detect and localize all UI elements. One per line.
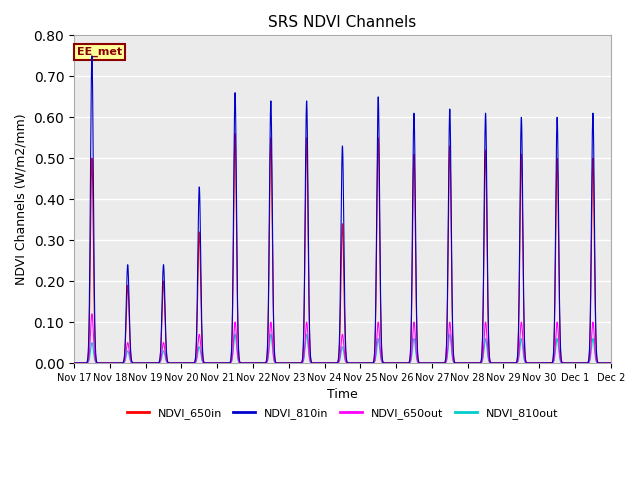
NDVI_810in (70, 360, 78, 366)
Line: NDVI_810out: NDVI_810out (74, 335, 611, 363)
NDVI_810out (70, 360, 78, 366)
Line: NDVI_650out: NDVI_650out (74, 314, 611, 363)
NDVI_650out (185, 360, 193, 366)
NDVI_650in (605, 360, 613, 366)
NDVI_650out (271, 360, 279, 365)
NDVI_650out (70, 360, 78, 366)
NDVI_810in (607, 360, 614, 366)
NDVI_810out (179, 360, 187, 366)
NDVI_810out (446, 332, 454, 337)
NDVI_650out (605, 360, 612, 366)
NDVI_650in (607, 360, 614, 366)
NDVI_810in (179, 360, 187, 366)
Line: NDVI_650in: NDVI_650in (74, 133, 611, 363)
NDVI_650in (417, 360, 424, 366)
Title: SRS NDVI Channels: SRS NDVI Channels (268, 15, 417, 30)
NDVI_650out (417, 360, 424, 366)
NDVI_650out (607, 360, 614, 366)
NDVI_650in (493, 360, 500, 366)
Y-axis label: NDVI Channels (W/m2/mm): NDVI Channels (W/m2/mm) (15, 113, 28, 285)
NDVI_650in (70, 360, 78, 366)
NDVI_810out (493, 360, 500, 366)
NDVI_810out (271, 360, 279, 365)
NDVI_650out (88, 311, 96, 317)
NDVI_650out (179, 360, 187, 366)
NDVI_810in (493, 360, 500, 366)
NDVI_810out (417, 360, 424, 366)
NDVI_810out (605, 360, 612, 366)
NDVI_810in (185, 360, 193, 366)
NDVI_650out (493, 360, 500, 366)
Legend: NDVI_650in, NDVI_810in, NDVI_650out, NDVI_810out: NDVI_650in, NDVI_810in, NDVI_650out, NDV… (122, 403, 563, 423)
NDVI_650in (142, 360, 150, 366)
NDVI_810in (417, 360, 424, 366)
NDVI_650in (231, 131, 239, 136)
NDVI_650in (185, 360, 193, 366)
NDVI_810out (185, 360, 193, 366)
NDVI_650in (179, 360, 187, 366)
NDVI_810in (271, 357, 279, 363)
NDVI_810in (605, 360, 613, 366)
Line: NDVI_810in: NDVI_810in (74, 56, 611, 363)
X-axis label: Time: Time (327, 388, 358, 401)
Text: EE_met: EE_met (77, 47, 122, 57)
NDVI_810in (88, 53, 96, 59)
NDVI_650in (271, 358, 279, 363)
NDVI_810in (142, 360, 150, 366)
NDVI_810out (607, 360, 614, 366)
